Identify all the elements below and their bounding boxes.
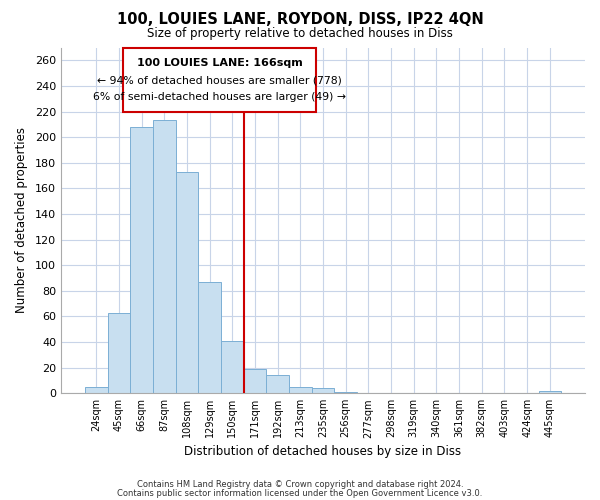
- Bar: [153, 120, 176, 393]
- Bar: [85, 387, 107, 393]
- X-axis label: Distribution of detached houses by size in Diss: Distribution of detached houses by size …: [184, 444, 461, 458]
- Bar: [244, 369, 266, 393]
- Bar: [539, 390, 561, 393]
- Text: Contains public sector information licensed under the Open Government Licence v3: Contains public sector information licen…: [118, 488, 482, 498]
- Bar: [107, 312, 130, 393]
- Bar: [334, 392, 357, 393]
- Bar: [130, 127, 153, 393]
- Bar: [198, 282, 221, 393]
- Bar: [289, 387, 311, 393]
- Bar: [176, 172, 198, 393]
- Bar: [311, 388, 334, 393]
- Text: Contains HM Land Registry data © Crown copyright and database right 2024.: Contains HM Land Registry data © Crown c…: [137, 480, 463, 489]
- Bar: [221, 340, 244, 393]
- Bar: [266, 376, 289, 393]
- Text: 6% of semi-detached houses are larger (49) →: 6% of semi-detached houses are larger (4…: [94, 92, 346, 102]
- Text: 100 LOUIES LANE: 166sqm: 100 LOUIES LANE: 166sqm: [137, 58, 303, 68]
- Y-axis label: Number of detached properties: Number of detached properties: [15, 128, 28, 314]
- Text: 100, LOUIES LANE, ROYDON, DISS, IP22 4QN: 100, LOUIES LANE, ROYDON, DISS, IP22 4QN: [116, 12, 484, 28]
- Text: Size of property relative to detached houses in Diss: Size of property relative to detached ho…: [147, 28, 453, 40]
- Text: ← 94% of detached houses are smaller (778): ← 94% of detached houses are smaller (77…: [97, 76, 342, 86]
- FancyBboxPatch shape: [124, 48, 316, 112]
